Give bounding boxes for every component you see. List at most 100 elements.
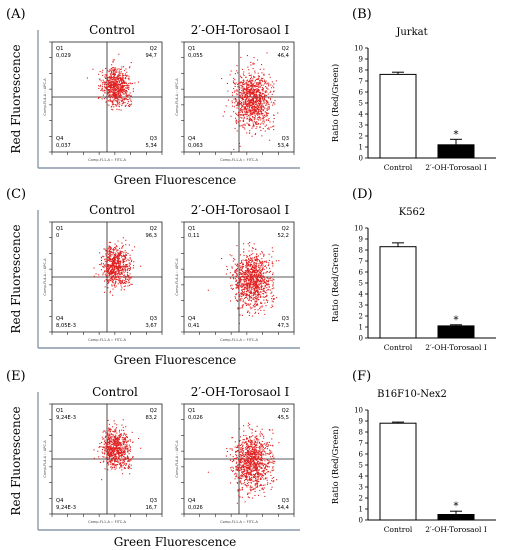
event-dot [263, 463, 265, 465]
event-dot [265, 124, 267, 126]
event-dot [256, 456, 258, 458]
event-dot [126, 95, 128, 97]
event-dot [107, 270, 109, 272]
event-dot [248, 101, 250, 103]
event-dot [108, 461, 110, 463]
event-dot [110, 448, 112, 450]
event-dot [110, 454, 112, 456]
event-dot [258, 447, 260, 449]
event-dot [251, 477, 253, 479]
quadrant-label-q2: Q2 [150, 226, 157, 232]
event-dot [254, 302, 256, 304]
event-dot [108, 280, 110, 282]
event-dot [259, 306, 261, 308]
event-dot [242, 265, 244, 267]
event-dot [249, 296, 251, 298]
event-dot [253, 461, 255, 463]
event-dot [242, 271, 244, 273]
event-dot [119, 103, 121, 105]
event-dot [246, 84, 248, 86]
event-dot [115, 443, 117, 445]
event-dot [112, 272, 114, 274]
event-dot [111, 448, 113, 450]
event-dot [118, 272, 120, 274]
event-dot [126, 437, 128, 439]
event-dot [256, 450, 258, 452]
event-dot [259, 126, 261, 128]
event-dot [239, 120, 241, 122]
event-dot [267, 482, 269, 484]
event-dot [251, 449, 253, 451]
event-dot [261, 475, 263, 477]
event-dot [258, 77, 260, 79]
event-dot [262, 106, 264, 108]
event-dot [238, 287, 240, 289]
event-dot [243, 115, 245, 117]
event-dot [116, 438, 118, 440]
event-dot [272, 460, 274, 462]
event-dot [127, 285, 129, 287]
event-dot [114, 78, 116, 80]
event-dot [256, 481, 258, 483]
event-dot [247, 496, 249, 498]
event-dot [114, 447, 116, 449]
event-dot [119, 92, 121, 94]
event-dot [260, 456, 262, 458]
event-dot [269, 289, 271, 291]
event-dot [249, 492, 251, 494]
event-dot [115, 456, 117, 458]
event-dot [263, 293, 265, 295]
event-dot [267, 466, 269, 468]
event-dot [233, 88, 235, 90]
event-dot [124, 258, 126, 260]
small-y-axis-name: Comp-FL4-A :: APC-A [175, 78, 179, 116]
event-dot [132, 457, 134, 459]
event-dot [259, 116, 261, 118]
event-dot [246, 265, 248, 267]
event-dot [266, 295, 268, 297]
event-dot [274, 103, 276, 105]
event-dot [116, 273, 118, 275]
event-dot [232, 260, 234, 262]
event-dot [226, 448, 228, 450]
event-dot [112, 88, 114, 90]
event-dot [122, 255, 124, 257]
event-dot [239, 481, 241, 483]
control-label: Control [89, 203, 135, 217]
event-dot [115, 459, 117, 461]
event-dot [234, 259, 236, 261]
event-dot [114, 80, 116, 82]
event-dot [111, 268, 113, 270]
event-dot [103, 447, 105, 449]
event-dot [248, 96, 250, 98]
event-dot [113, 254, 115, 256]
event-dot [265, 295, 267, 297]
event-dot [257, 482, 259, 484]
event-dot [117, 283, 119, 285]
event-dot [114, 86, 116, 88]
event-dot [113, 447, 115, 449]
event-dot [262, 446, 264, 448]
event-dot [270, 276, 272, 278]
event-dot [256, 257, 258, 259]
event-dot [107, 264, 109, 266]
event-dot [242, 91, 244, 93]
event-dot [107, 280, 109, 282]
event-dot [252, 85, 254, 87]
event-dot [254, 455, 256, 457]
event-dot [236, 100, 238, 102]
event-dot [118, 84, 120, 86]
event-dot [237, 105, 239, 107]
event-dot [240, 81, 242, 83]
event-dot [114, 258, 116, 260]
event-dot [126, 96, 128, 98]
event-dot [117, 258, 119, 260]
event-dot [263, 99, 265, 101]
event-dot [241, 105, 243, 107]
event-dot [247, 422, 249, 424]
event-dot [239, 294, 241, 296]
event-dot [110, 85, 112, 87]
event-dot [252, 269, 254, 271]
event-dot [252, 90, 254, 92]
event-dot [236, 273, 238, 275]
